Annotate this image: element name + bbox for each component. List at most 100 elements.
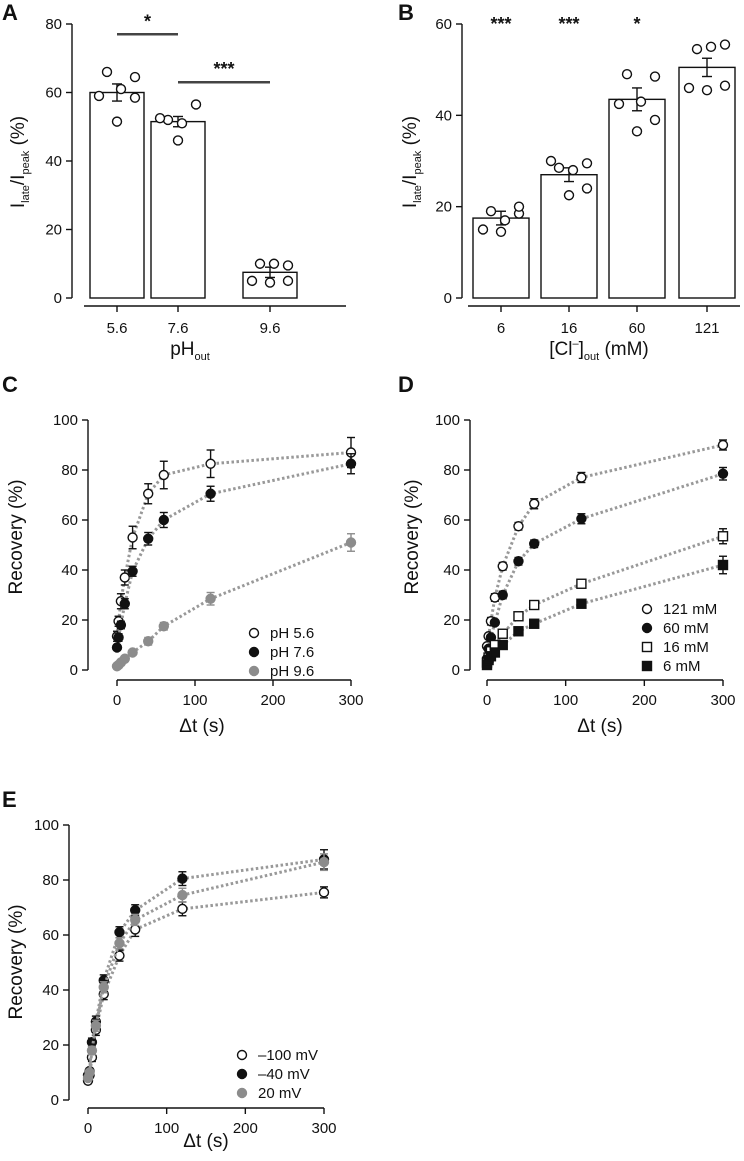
x-tick-label: 16 [561, 320, 578, 337]
data-point [190, 99, 202, 110]
data-point [576, 598, 587, 609]
legend-label: pH 9.6 [270, 663, 314, 680]
data-point [282, 275, 294, 287]
y-tick-label: 0 [51, 1092, 59, 1109]
significance-label: *** [558, 14, 579, 34]
data-point [114, 927, 125, 938]
x-tick-label: 121 [694, 320, 719, 337]
y-label-sub-peak: peak [412, 150, 424, 174]
y-tick-label: 80 [42, 872, 59, 889]
data-point [158, 514, 170, 526]
y-label-sub-peak: peak [20, 150, 32, 174]
significance-label: * [633, 14, 640, 34]
data-point [142, 533, 154, 544]
y-tick-label: 60 [435, 16, 452, 33]
data-point [581, 158, 593, 169]
data-point [635, 96, 647, 107]
x-label-superscript: – [572, 338, 579, 350]
legend-label: pH 5.6 [270, 625, 314, 642]
y-tick-label: 40 [443, 562, 460, 579]
legend-label: 20 mV [258, 1085, 301, 1102]
y-label-slash-i: /I [8, 175, 29, 186]
data-point [683, 82, 695, 94]
x-label-subscript: out [195, 351, 210, 363]
legend-marker [248, 627, 260, 639]
y-tick-label: 20 [61, 612, 78, 629]
data-point [345, 537, 357, 548]
data-point [567, 164, 579, 176]
y-tick-label: 40 [42, 982, 59, 999]
legend-marker [236, 1049, 248, 1061]
data-point [717, 559, 729, 571]
panel-label-d: D [398, 372, 414, 397]
y-tick-label: 60 [61, 512, 78, 529]
data-point [513, 626, 524, 637]
data-point [158, 621, 170, 632]
data-point [158, 469, 170, 481]
y-tick-label: 0 [444, 290, 452, 307]
x-label-subscript: out [584, 351, 599, 363]
data-point [576, 472, 587, 483]
data-point [513, 611, 524, 622]
panel-a-x-axis-label: pHout [170, 339, 210, 363]
data-point [553, 162, 565, 174]
data-point [119, 653, 131, 664]
legend-label: pH 7.6 [270, 644, 314, 661]
data-point [497, 628, 508, 639]
panel-d-marks: 0 20 40 60 80 100 0 100 200 300 121 mM 60 mM 16 mM 6 … [435, 412, 736, 709]
y-tick-label: 40 [45, 153, 62, 170]
y-tick-label: 40 [61, 562, 78, 579]
x-tick-label: 300 [710, 692, 735, 709]
data-point [264, 277, 276, 288]
panel-e-y-axis-label: Recovery (%) [6, 904, 27, 1019]
data-point [497, 639, 508, 651]
data-point [529, 599, 540, 611]
data-point [177, 873, 188, 884]
data-point [513, 556, 524, 567]
y-tick-label: 20 [435, 199, 452, 216]
x-tick-label: 100 [154, 1120, 179, 1137]
legend-label: 121 mM [663, 601, 717, 618]
panel-label-c: C [2, 372, 18, 397]
data-point [93, 90, 105, 102]
panel-d-scatter-chart: 0 20 40 60 80 100 0 100 200 300 121 mM 60 mM 16 mM 6 … [402, 412, 736, 737]
data-point [701, 85, 713, 96]
x-label-main: pH [170, 339, 194, 360]
data-point [205, 488, 216, 499]
x-tick-label: 200 [632, 692, 657, 709]
x-tick-label: 100 [182, 692, 207, 709]
legend-marker [236, 1068, 248, 1080]
data-point [529, 618, 540, 629]
data-point [90, 1020, 102, 1031]
y-label-i: I [400, 203, 421, 208]
bar [678, 66, 736, 299]
panel-a-y-axis-label: Ilate/Ipeak (%) [8, 116, 32, 208]
data-point [254, 258, 266, 269]
panel-b-y-axis-label: Ilate/Ipeak (%) [400, 116, 424, 208]
data-point [115, 83, 127, 95]
data-point [649, 114, 661, 126]
y-tick-label: 0 [70, 662, 78, 679]
x-label-unit: (mM) [599, 339, 649, 360]
y-tick-label: 20 [443, 612, 460, 629]
panel-d-y-axis-label: Recovery (%) [402, 479, 423, 594]
data-point [691, 43, 703, 55]
data-point [142, 488, 154, 499]
data-point [576, 513, 587, 524]
data-point [477, 224, 489, 235]
significance-label: *** [490, 14, 511, 34]
data-point [345, 458, 357, 469]
data-point [649, 71, 661, 82]
data-point [177, 903, 188, 915]
data-point [717, 439, 729, 451]
legend-marker [641, 622, 653, 634]
panel-c-y-axis-label: Recovery (%) [6, 479, 27, 594]
data-point [113, 632, 124, 643]
data-point [111, 116, 123, 127]
data-point [282, 260, 294, 271]
y-tick-label: 80 [443, 462, 460, 479]
